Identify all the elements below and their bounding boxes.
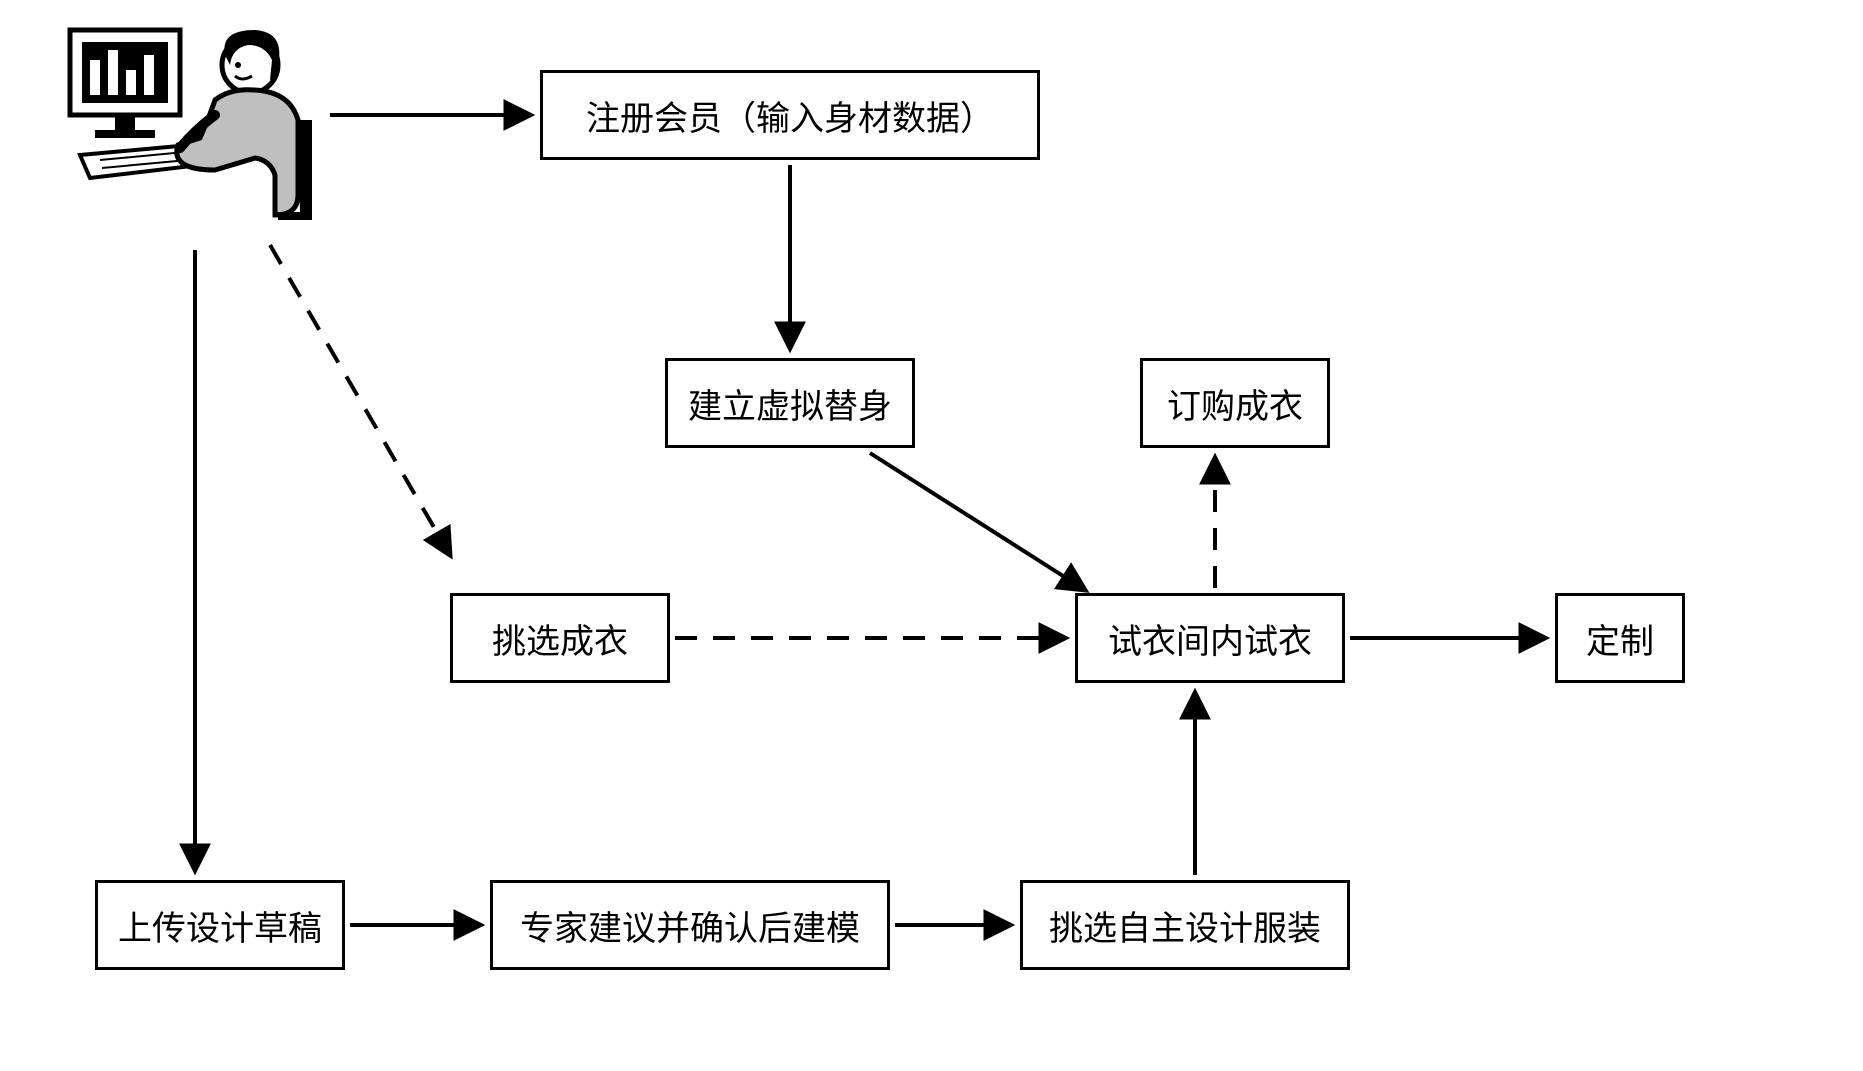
node-label: 定制 (1586, 614, 1654, 663)
node-customize: 定制 (1555, 593, 1685, 683)
node-order_ready: 订购成衣 (1140, 358, 1330, 448)
flowchart-diagram: 注册会员（输入身材数据） 建立虚拟替身挑选成衣 试衣间内试衣 订购成衣定制上传设计草稿… (0, 0, 1863, 1071)
node-label: 试衣间内试衣 (1108, 614, 1312, 663)
node-register: 注册会员（输入身材数据） (540, 70, 1040, 160)
user-at-computer-icon (60, 20, 320, 240)
node-expert: 专家建议并确认后建模 (490, 880, 890, 970)
node-upload: 上传设计草稿 (95, 880, 345, 970)
node-label: 挑选自主设计服装 (1049, 901, 1321, 950)
node-label: 上传设计草稿 (118, 901, 322, 950)
node-label: 专家建议并确认后建模 (520, 901, 860, 950)
node-label: 订购成衣 (1167, 379, 1303, 428)
node-select_own: 挑选自主设计服装 (1020, 880, 1350, 970)
node-label: 注册会员（输入身材数据） (586, 91, 994, 140)
node-avatar: 建立虚拟替身 (665, 358, 915, 448)
node-label: 挑选成衣 (492, 614, 628, 663)
node-select_ready: 挑选成衣 (450, 593, 670, 683)
edge-user-to-select_ready (270, 245, 450, 555)
node-fitting: 试衣间内试衣 (1075, 593, 1345, 683)
node-label: 建立虚拟替身 (688, 379, 892, 428)
edge-avatar-to-fitting (870, 453, 1085, 590)
